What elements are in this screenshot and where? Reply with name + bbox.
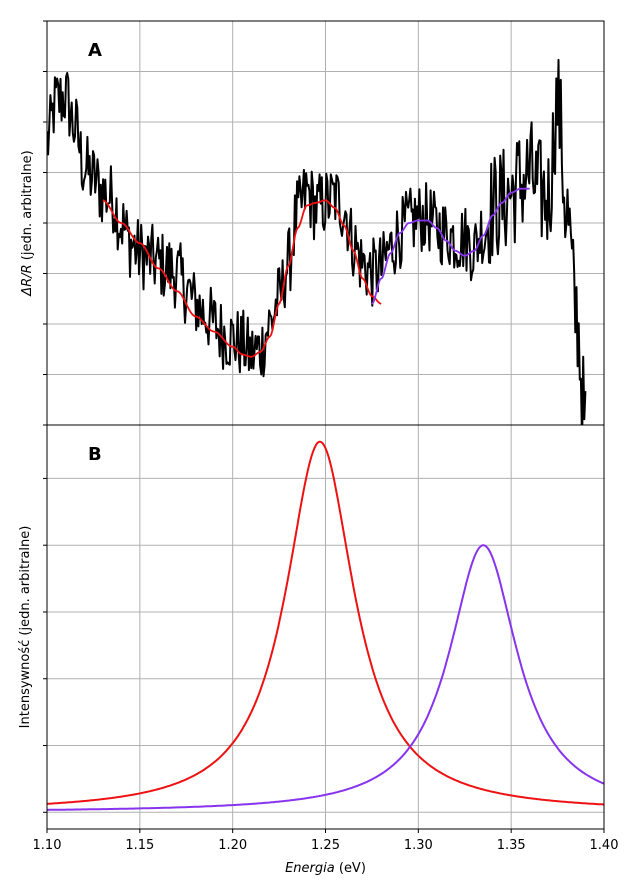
- panel-b-xlabel: Energia (eV): [285, 861, 366, 876]
- panel-b-xtick-label: 1.10: [33, 838, 62, 853]
- panel-b-grid: [46, 425, 605, 829]
- panel-b-label: B: [88, 444, 102, 465]
- panel-a-ticks: [43, 20, 47, 426]
- panel-a-ylabel: ΔR/R (jedn. arbitralne): [20, 150, 35, 296]
- panel-b-series: [47, 440, 604, 811]
- panel-b-xlabel-unit: (eV): [335, 861, 366, 876]
- panel-a-ylabel-symbol: ΔR/R: [20, 264, 35, 296]
- panel-b-xtick-labels: 1.10 1.15 1.20 1.25 1.30 1.35 1.40: [33, 838, 619, 853]
- panel-a-ylabel-unit: (jedn. arbitralne): [20, 150, 35, 264]
- panel-b-ylabel: Intensywność (jedn. arbitralne): [18, 526, 33, 729]
- panel-b-series-1: [47, 544, 604, 811]
- panel-b-series-0: [47, 440, 604, 806]
- panel-a-series-2: [371, 187, 530, 305]
- panel-b-xtick-label: 1.25: [311, 838, 340, 853]
- panel-a-series-0: [47, 58, 587, 425]
- panel-a: A ΔR/R (jedn. arbitralne): [20, 20, 605, 426]
- panel-a-grid: [46, 20, 605, 426]
- panel-a-series-1: [102, 199, 382, 358]
- panel-b-xtick-label: 1.40: [590, 838, 619, 853]
- panel-b-xtick-label: 1.30: [404, 838, 433, 853]
- panel-a-series: [47, 58, 587, 425]
- panel-b-xtick-label: 1.15: [125, 838, 154, 853]
- panel-b-xtick-label: 1.20: [218, 838, 247, 853]
- panel-b-xtick-label: 1.35: [497, 838, 526, 853]
- panel-a-label: A: [88, 40, 102, 61]
- panel-b: 1.10 1.15 1.20 1.25 1.30 1.35 1.40 B Intensywn…: [18, 424, 619, 876]
- panel-b-ticks: [43, 477, 605, 833]
- panel-b-xlabel-quantity: Energia: [285, 861, 335, 876]
